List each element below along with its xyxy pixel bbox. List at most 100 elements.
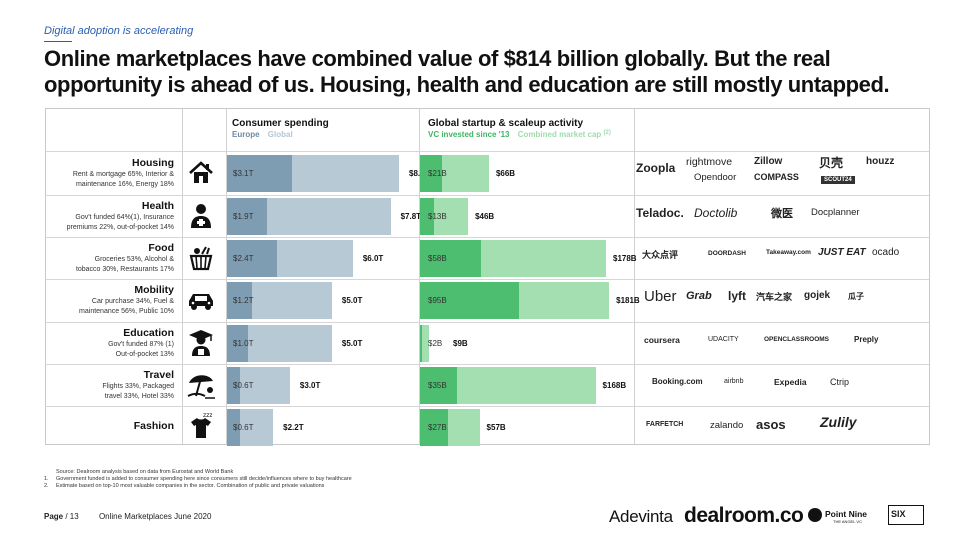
company-logo: zalando <box>710 420 744 431</box>
vc-invested-bar <box>420 367 457 404</box>
vc-invested-label: $27B <box>428 423 447 432</box>
vc-invested-label: $13B <box>428 212 447 221</box>
consumer-title: Consumer spending <box>232 118 329 129</box>
company-logos: 大众点评 DOORDASH Takeaway.com JUST EAT ocado <box>636 237 926 279</box>
company-logos: FARFETCH zalando asos Zulily <box>636 406 926 448</box>
company-logo: Zulily <box>820 414 857 430</box>
company-logo: DOORDASH <box>708 250 746 257</box>
company-logo: airbnb <box>724 378 744 385</box>
company-logos: Zoopla rightmove Zillow 贝壳 houzz Opendoor COMP… <box>636 152 926 194</box>
company-logo: COMPASS <box>754 172 799 182</box>
company-logo: Uber <box>644 288 677 305</box>
category-travel: Travel Flights 33%, Packaged travel 33%, H… <box>46 369 174 401</box>
company-logo: rightmove <box>686 156 733 168</box>
company-logo: houzz <box>866 156 895 167</box>
pointnine-tagline: THE ANGEL VC <box>833 519 862 524</box>
company-logo: Grab <box>686 290 712 302</box>
europe-spend-bar <box>227 325 248 362</box>
divider <box>634 109 635 444</box>
global-spend-label: $7.8T <box>400 212 422 221</box>
food-basket-icon <box>185 242 217 274</box>
footnote-2: 2. Estimate based on top-10 most valuable… <box>44 483 325 489</box>
company-logo: Zillow <box>754 156 783 167</box>
company-logo: SCOUT24 <box>821 176 855 184</box>
europe-spend-label: $2.4T <box>233 254 254 263</box>
company-logos: Teladoc. Doctolib 微医 Docplanner <box>636 195 926 237</box>
global-spend-label: $6.0T <box>362 254 384 263</box>
vc-invested-bar <box>420 282 520 319</box>
startup-title: Global startup & scaleup activity <box>428 118 584 129</box>
europe-spend-label: $1.0T <box>233 339 254 348</box>
vc-invested-bar <box>420 198 434 235</box>
europe-spend-label: $0.6T <box>233 381 254 390</box>
global-spend-label: $5.0T <box>341 339 363 348</box>
company-logo: lyft <box>728 289 746 303</box>
category-name: Health <box>141 200 174 212</box>
vc-invested-label: $21B <box>428 169 447 178</box>
company-logos: coursera UDACITY OPENCLASSROOMS Preply <box>636 322 926 364</box>
svg-text:zzz: zzz <box>203 412 212 419</box>
doc-title: Online Marketplaces June 2020 <box>98 512 212 521</box>
category-name: Education <box>123 327 174 339</box>
category-detail: Gov't funded 87% (1) <box>108 341 174 348</box>
category-detail: Flights 33%, Packaged <box>102 383 174 390</box>
kicker: Digital adoption is accelerating <box>44 25 194 37</box>
global-spend-label: $8.2T <box>409 169 429 179</box>
company-logo: UDACITY <box>708 336 739 343</box>
adevinta-logo: Adevinta <box>609 507 673 526</box>
category-detail: maintenance 16%, Energy 18% <box>75 181 174 188</box>
category-name: Food <box>148 242 174 254</box>
page-title: Online marketplaces have combined value … <box>44 46 890 97</box>
vc-invested-label: $58B <box>428 254 447 263</box>
company-logo: asos <box>756 417 786 432</box>
kicker-underline <box>44 41 72 42</box>
category-name: Mobility <box>134 284 174 296</box>
company-logo: FARFETCH <box>646 421 684 428</box>
europe-spend-bar <box>227 198 267 235</box>
vc-invested-label: $2B <box>428 339 443 348</box>
tshirt-icon: zzz <box>185 411 217 443</box>
dealroom-logo: dealroom.co <box>684 504 804 527</box>
row-divider <box>46 237 929 238</box>
category-detail: premiums 22%, out-of-pocket 14% <box>66 224 174 231</box>
category-fashion: Fashion <box>46 420 174 432</box>
category-detail: tobacco 30%, Restaurants 17% <box>75 266 174 273</box>
company-logo: Opendoor <box>694 172 737 183</box>
graduate-icon <box>185 327 217 359</box>
footnotes: Source: Dealroom analysis based on data … <box>44 469 352 490</box>
company-logo: coursera <box>644 335 680 345</box>
company-logo: Ctrip <box>830 377 850 387</box>
category-detail: travel 33%, Hotel 33% <box>104 393 174 400</box>
vc-invested-bar <box>420 240 481 277</box>
category-name: Fashion <box>133 420 174 432</box>
divider <box>419 109 420 444</box>
company-logo: Booking.com <box>652 377 703 386</box>
row-divider <box>46 406 929 407</box>
footnote-source: Source: Dealroom analysis based on data … <box>56 469 234 475</box>
company-logo: 大众点评 <box>642 250 679 260</box>
company-logo: Docplanner <box>811 207 860 218</box>
company-logo: JUST EAT <box>818 247 866 258</box>
house-icon <box>185 157 217 189</box>
company-logo: 微医 <box>771 208 793 220</box>
market-cap-bar <box>420 325 430 362</box>
market-cap-label: $181B <box>616 296 640 305</box>
company-logos: Uber Grab lyft 汽车之家 gojek 瓜子 <box>636 279 926 321</box>
category-detail: Car purchase 34%, Fuel & <box>91 298 174 305</box>
company-logo: 贝壳 <box>819 156 844 170</box>
vc-invested-bar <box>420 409 449 446</box>
pointnine-mark-icon <box>808 508 822 522</box>
footnote-1: 1. Government funded is added to consumer… <box>44 476 352 482</box>
legend-vc-invested: VC invested since '13 <box>428 130 510 139</box>
market-cap-label: $66B <box>495 169 516 178</box>
category-health: Health Gov't funded 64%(1), Insurance prem… <box>46 200 174 232</box>
europe-spend-bar <box>227 409 240 446</box>
global-spend-label: $3.0T <box>299 381 321 390</box>
market-cap-label: $168B <box>602 381 627 390</box>
divider <box>182 109 183 444</box>
category-housing: Housing Rent & mortgage 65%, Interior & ma… <box>46 157 174 189</box>
category-education: Education Gov't funded 87% (1) Out-of-pock… <box>46 327 174 359</box>
category-name: Housing <box>132 157 174 169</box>
company-logo: Preply <box>854 335 879 344</box>
vc-invested-label: $35B <box>428 381 447 390</box>
